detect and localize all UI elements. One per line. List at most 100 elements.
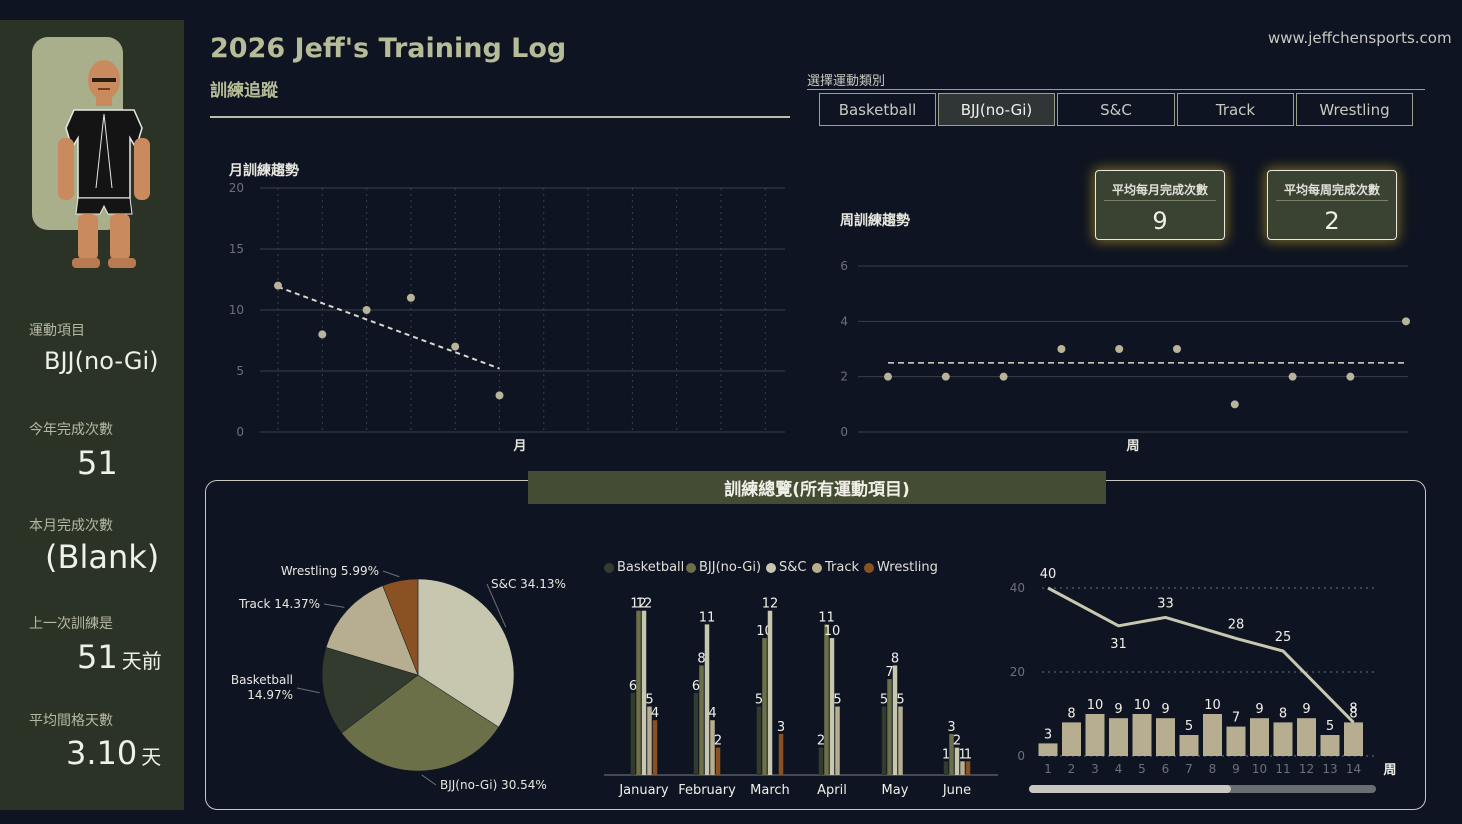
last-training-value: 51 天前 (77, 638, 162, 676)
combo-x-tick: 14 (1346, 762, 1361, 776)
last-training-unit: 天前 (121, 649, 162, 673)
bar-value-label: 2 (714, 734, 722, 749)
bar (762, 638, 767, 775)
avg-interval-unit: 天 (141, 745, 162, 769)
combo-bar-label: 9 (1114, 702, 1122, 717)
legend-label: BJJ(no-Gi) (699, 560, 762, 575)
combo-bar-label: 9 (1255, 702, 1263, 717)
slicer-option-track[interactable]: Track (1177, 93, 1294, 126)
bar (835, 706, 840, 775)
monthly-y-tick: 5 (236, 364, 244, 378)
slicer-divider (807, 89, 1425, 90)
combo-bar-label: 8 (1349, 706, 1357, 721)
monthly-trendline (277, 285, 500, 370)
bar-value-label: 5 (833, 693, 841, 708)
bar-value-label: 5 (645, 693, 653, 708)
kpi-weekly-avg: 平均每周完成次數 2 (1267, 170, 1397, 240)
sport-label: 運動項目 (29, 323, 85, 339)
bar-value-label: 1 (942, 747, 950, 762)
monthly-point (362, 306, 371, 314)
weekly-trend-chart: 0 2 4 6 周 (840, 259, 1410, 454)
kpi-weekly-avg-label: 平均每周完成次數 (1283, 183, 1380, 197)
summary-title: 訓練總覽(所有運動項目) (528, 471, 1106, 504)
bar (767, 610, 773, 775)
legend-swatch (864, 562, 874, 573)
kpi-monthly-avg-label: 平均每月完成次數 (1111, 183, 1208, 197)
monthly-point (274, 281, 282, 290)
bar-value-label: 6 (692, 679, 700, 694)
combo-x-tick: 6 (1162, 762, 1170, 776)
monthly-y-tick: 20 (229, 181, 244, 195)
combo-bar-label: 8 (1279, 706, 1287, 721)
legend-swatch (812, 562, 822, 573)
slicer-option-wrestling[interactable]: Wrestling (1296, 93, 1413, 126)
bar (715, 747, 721, 775)
combo-x-tick: 7 (1185, 762, 1193, 776)
weekly-point (1230, 400, 1239, 409)
chart-scrollbar-thumb[interactable] (1029, 785, 1231, 793)
legend-item: Basketball (604, 560, 684, 575)
combo-x-tick: 1 (1044, 762, 1052, 776)
pie-leader-line (296, 687, 320, 694)
year-count-label: 今年完成次數 (29, 422, 113, 438)
bar-value-label: 12 (762, 597, 779, 612)
combo-bar (1132, 714, 1152, 756)
combo-line-label: 25 (1275, 630, 1292, 645)
weekly-point (884, 372, 892, 381)
bar-category-label: February (678, 783, 736, 798)
kpi-divider (1104, 200, 1216, 201)
combo-x-tick: 13 (1322, 762, 1337, 776)
slicer-option-basketball[interactable]: Basketball (819, 93, 936, 126)
monthly-trend-chart: 0 5 10 15 20 月 (229, 181, 785, 454)
month-count-value: (Blank) (45, 538, 160, 576)
website-link[interactable]: www.jeffchensports.com (1268, 29, 1452, 47)
bar-value-label: 7 (885, 665, 893, 680)
bar-value-label: 3 (947, 720, 955, 735)
pie-slice (382, 578, 419, 676)
bar-value-label: 11 (699, 610, 716, 625)
weekly-point (1402, 317, 1410, 326)
weekly-y-tick: 4 (840, 314, 848, 328)
legend-label: S&C (779, 560, 807, 575)
bar (898, 706, 903, 775)
combo-bar-label: 9 (1302, 702, 1310, 717)
bar (778, 733, 784, 775)
bar-value-label: 3 (777, 720, 785, 735)
slicer-option-bjj[interactable]: BJJ(no-Gi) (938, 93, 1055, 126)
combo-bar (1038, 743, 1058, 756)
bar-value-label: 1 (964, 747, 972, 762)
bar (693, 692, 699, 775)
avg-interval-number: 3.10 (66, 734, 138, 772)
combo-y-tick: 20 (1010, 665, 1025, 679)
pie-label: Wrestling 5.99% (281, 564, 379, 578)
combo-bar (1297, 718, 1316, 756)
bar-value-label: 2 (953, 734, 961, 749)
bar (636, 610, 641, 775)
bar (756, 706, 762, 775)
bar-value-label: 12 (636, 597, 653, 612)
slicer-option-sc[interactable]: S&C (1057, 93, 1175, 126)
kpi-weekly-avg-value: 2 (1324, 207, 1340, 235)
combo-bar (1320, 735, 1340, 756)
pie-label: S&C 34.13% (491, 577, 566, 591)
monthly-sport-bar-chart: 6121254January681142February510123March2… (604, 597, 998, 798)
page-title: 2026 Jeff's Training Log (210, 33, 567, 64)
kpi-monthly-avg-value: 9 (1152, 207, 1168, 235)
bar (704, 624, 710, 775)
bar (710, 720, 715, 775)
bar-value-label: 8 (697, 651, 705, 666)
pie-slice (341, 674, 499, 772)
combo-y-tick: 0 (1017, 749, 1025, 763)
bar-value-label: 6 (629, 679, 637, 694)
bar (630, 692, 636, 775)
legend-label: Track (825, 560, 860, 575)
combo-bar (1250, 718, 1269, 756)
sport-value: BJJ(no-Gi) (44, 347, 159, 375)
bar (881, 706, 887, 775)
weekly-y-tick: 2 (840, 370, 848, 384)
combo-bar (1156, 718, 1175, 756)
weekly-point (1346, 372, 1355, 381)
bar-value-label: 8 (891, 651, 899, 666)
bar (829, 638, 835, 775)
combo-bar (1062, 722, 1081, 756)
